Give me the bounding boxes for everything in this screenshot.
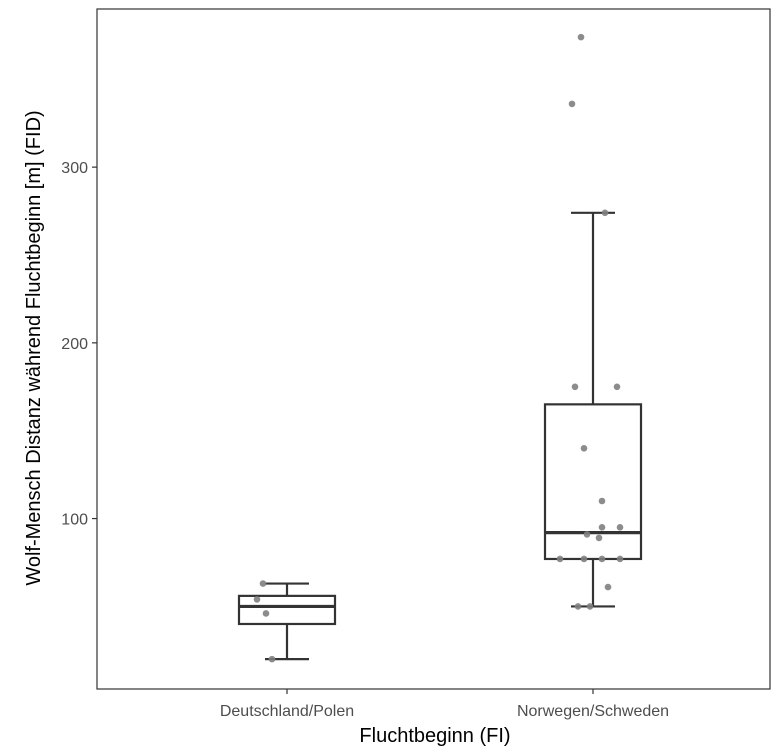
x-tick-label: Deutschland/Polen xyxy=(220,703,354,720)
data-point xyxy=(595,534,603,542)
data-points xyxy=(253,33,624,663)
data-point xyxy=(598,524,606,531)
data-point xyxy=(268,655,276,663)
plot-panel xyxy=(96,8,771,690)
data-point xyxy=(604,583,612,591)
box-iqr xyxy=(237,594,337,626)
box-1 xyxy=(237,582,337,661)
data-point xyxy=(574,603,582,610)
y-tick-label: 200 xyxy=(61,336,88,353)
data-point xyxy=(259,580,267,587)
data-point xyxy=(598,497,606,505)
data-point xyxy=(601,209,609,217)
panel-border xyxy=(96,8,771,690)
y-tick-label: 300 xyxy=(61,160,88,177)
data-point xyxy=(586,603,594,610)
data-point xyxy=(568,100,576,108)
y-axis-title: Wolf-Mensch Distanz während Fluchtbeginn… xyxy=(23,110,45,585)
data-point xyxy=(580,555,588,563)
y-axis: 100 200 300 xyxy=(61,160,97,529)
data-point xyxy=(580,444,588,452)
data-point xyxy=(616,555,624,563)
x-tick-label: Norwegen/Schweden xyxy=(517,703,669,720)
x-axis: Deutschland/Polen Norwegen/Schweden xyxy=(220,689,669,720)
x-axis-title: Fluchtbeginn (FI) xyxy=(359,725,510,747)
y-tick-label: 100 xyxy=(61,512,88,529)
data-point xyxy=(253,596,261,603)
box-iqr xyxy=(543,403,643,561)
data-point xyxy=(571,383,579,391)
data-point xyxy=(583,531,591,538)
data-point xyxy=(556,555,564,563)
data-point xyxy=(262,610,270,617)
data-point xyxy=(577,33,585,41)
data-point xyxy=(598,555,606,563)
data-point xyxy=(616,524,624,531)
data-point xyxy=(613,383,621,391)
